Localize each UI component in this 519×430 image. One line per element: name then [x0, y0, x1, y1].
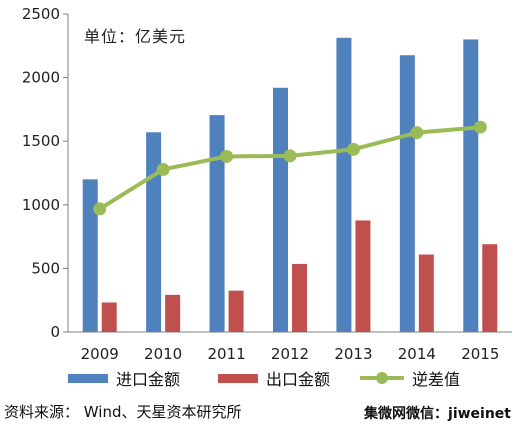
bar-import-2009 — [82, 179, 98, 332]
deficit-point-2013 — [346, 142, 360, 156]
legend-label-export: 出口金额 — [266, 370, 331, 389]
x-tick-label: 2015 — [461, 345, 499, 360]
bar-export-2015 — [482, 244, 498, 332]
legend-swatch-export — [218, 373, 258, 383]
bar-import-2015 — [463, 39, 479, 332]
bar-import-2012 — [273, 87, 288, 332]
legend-label-deficit: 逆差值 — [412, 370, 461, 389]
bar-export-2013 — [355, 220, 371, 332]
unit-label: 单位：亿美元 — [84, 27, 187, 46]
legend-item-export: 出口金额 — [218, 365, 330, 391]
y-axis-ticks: 0 500 1000 1500 2000 2500 — [22, 5, 68, 341]
legend-swatch-deficit — [360, 372, 404, 384]
legend-label-import: 进口金额 — [116, 370, 181, 389]
legend-item-deficit: 逆差值 — [360, 365, 460, 391]
bar-export-2014 — [418, 254, 434, 332]
axes — [67, 14, 512, 333]
y-tick-label: 1500 — [22, 132, 60, 150]
deficit-point-2009 — [93, 202, 107, 216]
bar-export-2009 — [101, 302, 117, 332]
chart: 0 500 1000 1500 2000 2500 2009 2010 2011 2012 201… — [22, 5, 512, 360]
bar-import-2014 — [399, 55, 415, 332]
deficit-point-2011 — [220, 149, 234, 163]
line-series — [93, 120, 487, 216]
x-tick-label: 2009 — [81, 345, 119, 360]
bar-export-2010 — [165, 294, 181, 332]
y-tick-label: 500 — [31, 259, 60, 277]
bar-import-2010 — [146, 132, 162, 332]
y-tick-label: 2500 — [22, 5, 60, 23]
x-axis-ticks: 2009 2010 2011 2012 2013 2014 2015 — [81, 345, 500, 360]
bars — [82, 37, 498, 333]
x-tick-label: 2013 — [334, 345, 372, 360]
deficit-point-2014 — [410, 126, 424, 140]
bar-export-2011 — [228, 290, 244, 332]
legend-item-import: 进口金额 — [68, 365, 180, 391]
y-tick-label: 0 — [50, 323, 60, 341]
x-tick-label: 2010 — [144, 345, 182, 360]
y-tick-label: 2000 — [22, 69, 60, 87]
bar-import-2011 — [209, 115, 225, 333]
deficit-point-2012 — [283, 149, 297, 163]
legend: 进口金额 出口金额 逆差值 — [0, 365, 519, 391]
y-tick-label: 1000 — [22, 196, 60, 214]
x-tick-label: 2012 — [271, 345, 309, 360]
brand-watermark: 集微网微信：jiweinet — [364, 406, 511, 422]
bar-import-2013 — [336, 37, 352, 332]
legend-swatch-import — [68, 373, 108, 383]
x-tick-label: 2014 — [398, 345, 436, 360]
bar-export-2012 — [292, 263, 307, 332]
footer: 资料来源： Wind、天星资本研究所 集微网微信：jiweinet — [0, 398, 519, 426]
deficit-point-2010 — [156, 162, 170, 176]
source-note: 资料来源： Wind、天星资本研究所 — [4, 403, 242, 421]
deficit-point-2015 — [473, 120, 487, 134]
x-tick-label: 2011 — [207, 345, 245, 360]
